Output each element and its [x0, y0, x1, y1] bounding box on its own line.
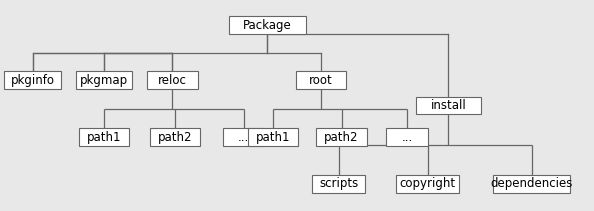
Text: path1: path1 [87, 131, 121, 144]
Text: ...: ... [238, 131, 249, 144]
FancyBboxPatch shape [248, 128, 298, 146]
Text: pkginfo: pkginfo [11, 74, 55, 87]
FancyBboxPatch shape [296, 71, 346, 89]
Text: root: root [309, 74, 333, 87]
Text: install: install [431, 99, 466, 112]
Text: Package: Package [243, 19, 292, 32]
Text: pkgmap: pkgmap [80, 74, 128, 87]
Text: path1: path1 [256, 131, 290, 144]
Text: dependencies: dependencies [491, 177, 573, 190]
FancyBboxPatch shape [150, 128, 201, 146]
Text: path2: path2 [324, 131, 359, 144]
FancyBboxPatch shape [223, 128, 264, 146]
FancyBboxPatch shape [78, 128, 129, 146]
Text: path2: path2 [158, 131, 192, 144]
FancyBboxPatch shape [312, 175, 365, 192]
FancyBboxPatch shape [147, 71, 197, 89]
FancyBboxPatch shape [316, 128, 366, 146]
Text: ...: ... [402, 131, 412, 144]
FancyBboxPatch shape [5, 71, 61, 89]
Text: scripts: scripts [319, 177, 358, 190]
FancyBboxPatch shape [76, 71, 132, 89]
FancyBboxPatch shape [386, 128, 428, 146]
FancyBboxPatch shape [416, 96, 481, 114]
FancyBboxPatch shape [493, 175, 570, 192]
Text: copyright: copyright [400, 177, 456, 190]
FancyBboxPatch shape [397, 175, 459, 192]
Text: reloc: reloc [158, 74, 187, 87]
FancyBboxPatch shape [229, 16, 306, 34]
